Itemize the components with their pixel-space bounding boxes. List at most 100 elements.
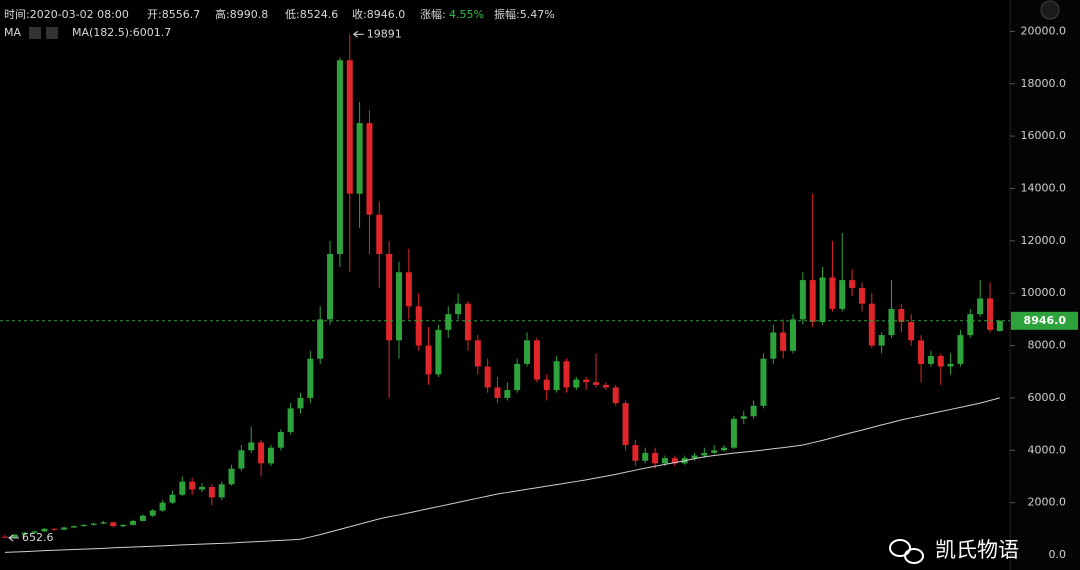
candle-body [110, 522, 117, 527]
candle-body [730, 418, 737, 448]
y-tick-label: 14000.0 [1021, 181, 1067, 194]
candle-body [405, 272, 412, 307]
candle-body [21, 532, 28, 535]
candle-body [287, 408, 294, 432]
candle-body [100, 522, 107, 524]
menu-button[interactable] [1040, 0, 1060, 20]
candle-body [819, 277, 826, 323]
candle-body [169, 494, 176, 503]
candle-body [396, 272, 402, 341]
candle-body [790, 319, 796, 351]
ma-title: MA [4, 26, 21, 39]
candle-body [691, 455, 698, 459]
candle-body [602, 384, 609, 388]
candle-body [267, 447, 274, 464]
candle-body [31, 531, 38, 533]
candle-body [445, 314, 452, 330]
candle-body [888, 308, 895, 336]
change: 4.55% [449, 8, 484, 21]
candle-body [937, 356, 944, 367]
y-tick-label: 2000.0 [1028, 496, 1067, 509]
candle-body [514, 363, 521, 391]
candle-body [908, 322, 915, 341]
candle-body [327, 253, 334, 320]
candle-body [336, 60, 343, 254]
candle-body [799, 280, 806, 320]
wechat-icon [889, 539, 911, 557]
candle-body [839, 280, 846, 309]
candle-body [248, 442, 255, 451]
open: 开:8556.7 [147, 8, 200, 21]
candle-body [967, 314, 974, 336]
watermark-text: 凯氏物语 [935, 538, 1019, 562]
candle-body [51, 528, 58, 530]
candle-body [258, 442, 265, 464]
candle-body [760, 358, 767, 406]
candle-body [721, 447, 728, 451]
time: 时间:2020-03-02 08:00 [4, 8, 129, 21]
candle-body [977, 298, 984, 315]
candle-body [612, 387, 619, 404]
candle-body [849, 280, 856, 288]
last-price-label: 8946.0 [1024, 314, 1067, 327]
candle-body [2, 536, 8, 538]
ma-line [4, 397, 1000, 553]
candle-body [533, 340, 540, 380]
candle-body [218, 484, 225, 498]
candle-body [484, 366, 491, 388]
y-tick-label: 16000.0 [1021, 129, 1067, 142]
candle-body [307, 358, 314, 398]
candle-body [957, 335, 964, 364]
candle-body [563, 361, 570, 388]
candle-body [642, 452, 649, 461]
candle-body [238, 450, 245, 469]
candle-body [671, 458, 678, 464]
annotation-arrow [8, 534, 19, 542]
price-axis-area [1010, 0, 1080, 570]
candle-body [70, 526, 77, 528]
candle-body [199, 486, 205, 490]
candle-body [701, 452, 708, 456]
candle-body [41, 528, 48, 532]
candle-body [750, 405, 757, 417]
candle-body [652, 452, 659, 464]
candle-body [455, 303, 462, 315]
candle-body [356, 123, 363, 194]
candle-body [996, 320, 1003, 331]
candle-body [504, 390, 511, 398]
candle-body [130, 520, 137, 525]
candle-body [553, 361, 560, 391]
candle-body [317, 319, 324, 359]
candle-body [11, 534, 18, 538]
candle-body [120, 524, 127, 527]
settings-icon[interactable] [29, 27, 41, 39]
annotation-arrow [352, 30, 364, 38]
plot: 0.0 2000.0 4000.0 6000.0 8000.0 10000.0 12000.… [0, 24, 1078, 561]
y-tick-label: 8000.0 [1028, 339, 1067, 352]
low: 低:8524.6 [285, 8, 338, 21]
candle-body [593, 382, 599, 385]
header: 时间:2020-03-02 08:00 开:8556.7 高:8990.8 低:… [4, 7, 555, 39]
candle-body [947, 363, 954, 367]
candle-body [661, 458, 668, 464]
candle-body [622, 403, 629, 446]
candle-body [149, 510, 156, 516]
candle-body [898, 308, 905, 323]
candle-body [376, 214, 383, 254]
candle-body [435, 329, 442, 375]
candle-body [740, 416, 747, 419]
candle-body [543, 379, 550, 391]
y-tick-label: 0.0 [1049, 548, 1067, 561]
candle-body [878, 335, 885, 346]
candle-body [415, 306, 422, 346]
y-tick-label: 18000.0 [1021, 77, 1067, 90]
candle-body [573, 379, 580, 388]
candle-body [297, 397, 304, 409]
annotation-label: 19891 [367, 27, 402, 40]
close-icon[interactable] [46, 27, 58, 39]
candle-body [189, 481, 196, 490]
high: 高:8990.8 [215, 7, 268, 21]
